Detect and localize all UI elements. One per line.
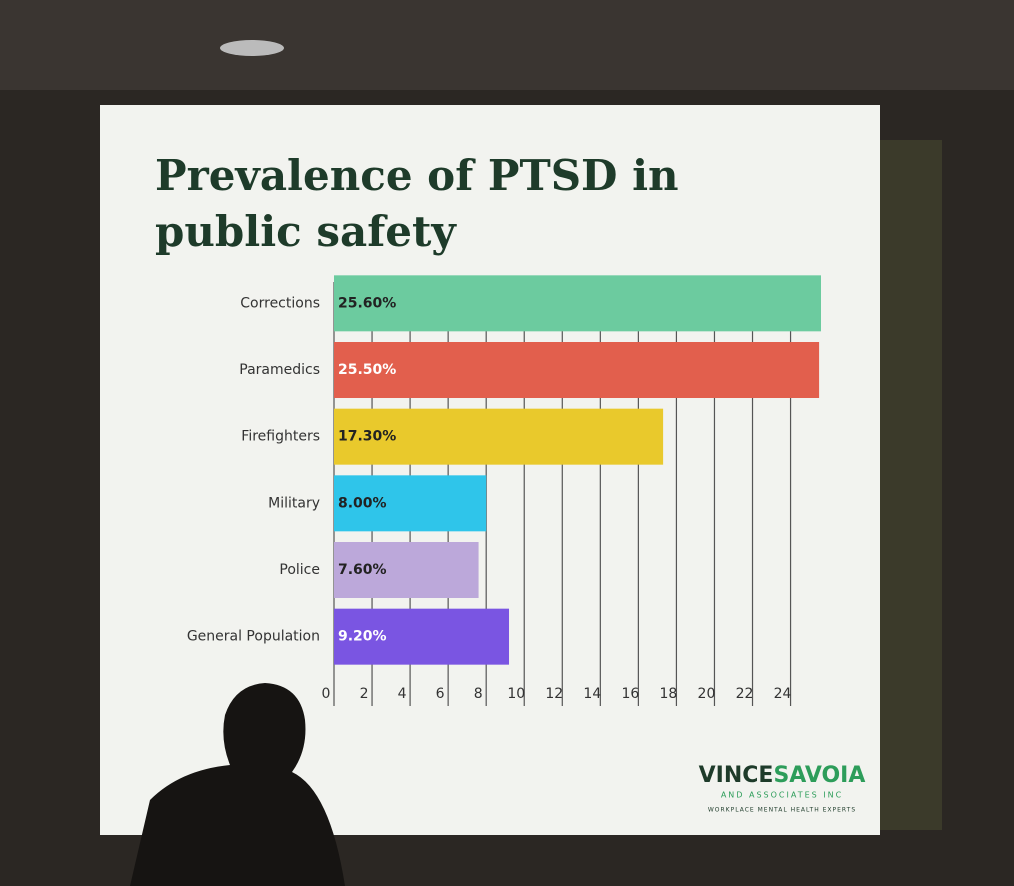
- x-tick-label: 0: [322, 686, 331, 702]
- y-tick-label: Paramedics: [239, 362, 320, 378]
- x-tick-label: 16: [621, 686, 639, 702]
- chart-title: Prevalence of PTSD in public safety: [155, 151, 679, 256]
- y-tick-label: Military: [268, 495, 320, 511]
- bar: [334, 542, 479, 598]
- ceiling-light: [220, 40, 284, 56]
- y-tick-label: Corrections: [240, 295, 320, 311]
- bar: [334, 475, 487, 532]
- bar: [334, 408, 664, 465]
- brand: VINCESAVOIA: [699, 763, 866, 788]
- x-tick-label: 20: [698, 686, 716, 702]
- x-tick-label: 10: [507, 686, 525, 702]
- value-label: 25.60%: [338, 295, 396, 311]
- x-tick-label: 18: [660, 686, 678, 702]
- y-tick-label: General Population: [187, 629, 320, 645]
- value-label: 9.20%: [338, 629, 387, 645]
- x-tick-label: 24: [774, 686, 792, 702]
- y-tick-label: Firefighters: [241, 429, 320, 445]
- screen-edge: [880, 140, 942, 830]
- x-tick-label: 22: [736, 686, 754, 702]
- motto: WORKPLACE MENTAL HEALTH EXPERTS: [708, 807, 856, 814]
- tagline: AND ASSOCIATES INC: [721, 791, 843, 800]
- value-label: 8.00%: [338, 495, 387, 511]
- presenter-silhouette: [130, 683, 345, 886]
- x-tick-label: 4: [398, 686, 407, 702]
- x-tick-label: 12: [545, 686, 563, 702]
- x-tick-label: 2: [360, 686, 369, 702]
- bar: [334, 275, 821, 332]
- bar: [334, 342, 820, 398]
- bar: [334, 608, 510, 665]
- y-tick-label: Police: [279, 562, 320, 578]
- x-tick-label: 6: [436, 686, 445, 702]
- x-tick-label: 8: [474, 686, 483, 702]
- value-label: 7.60%: [338, 562, 387, 578]
- value-label: 17.30%: [338, 429, 396, 445]
- value-label: 25.50%: [338, 362, 396, 378]
- ceiling: [0, 0, 1014, 90]
- x-tick-label: 14: [583, 686, 601, 702]
